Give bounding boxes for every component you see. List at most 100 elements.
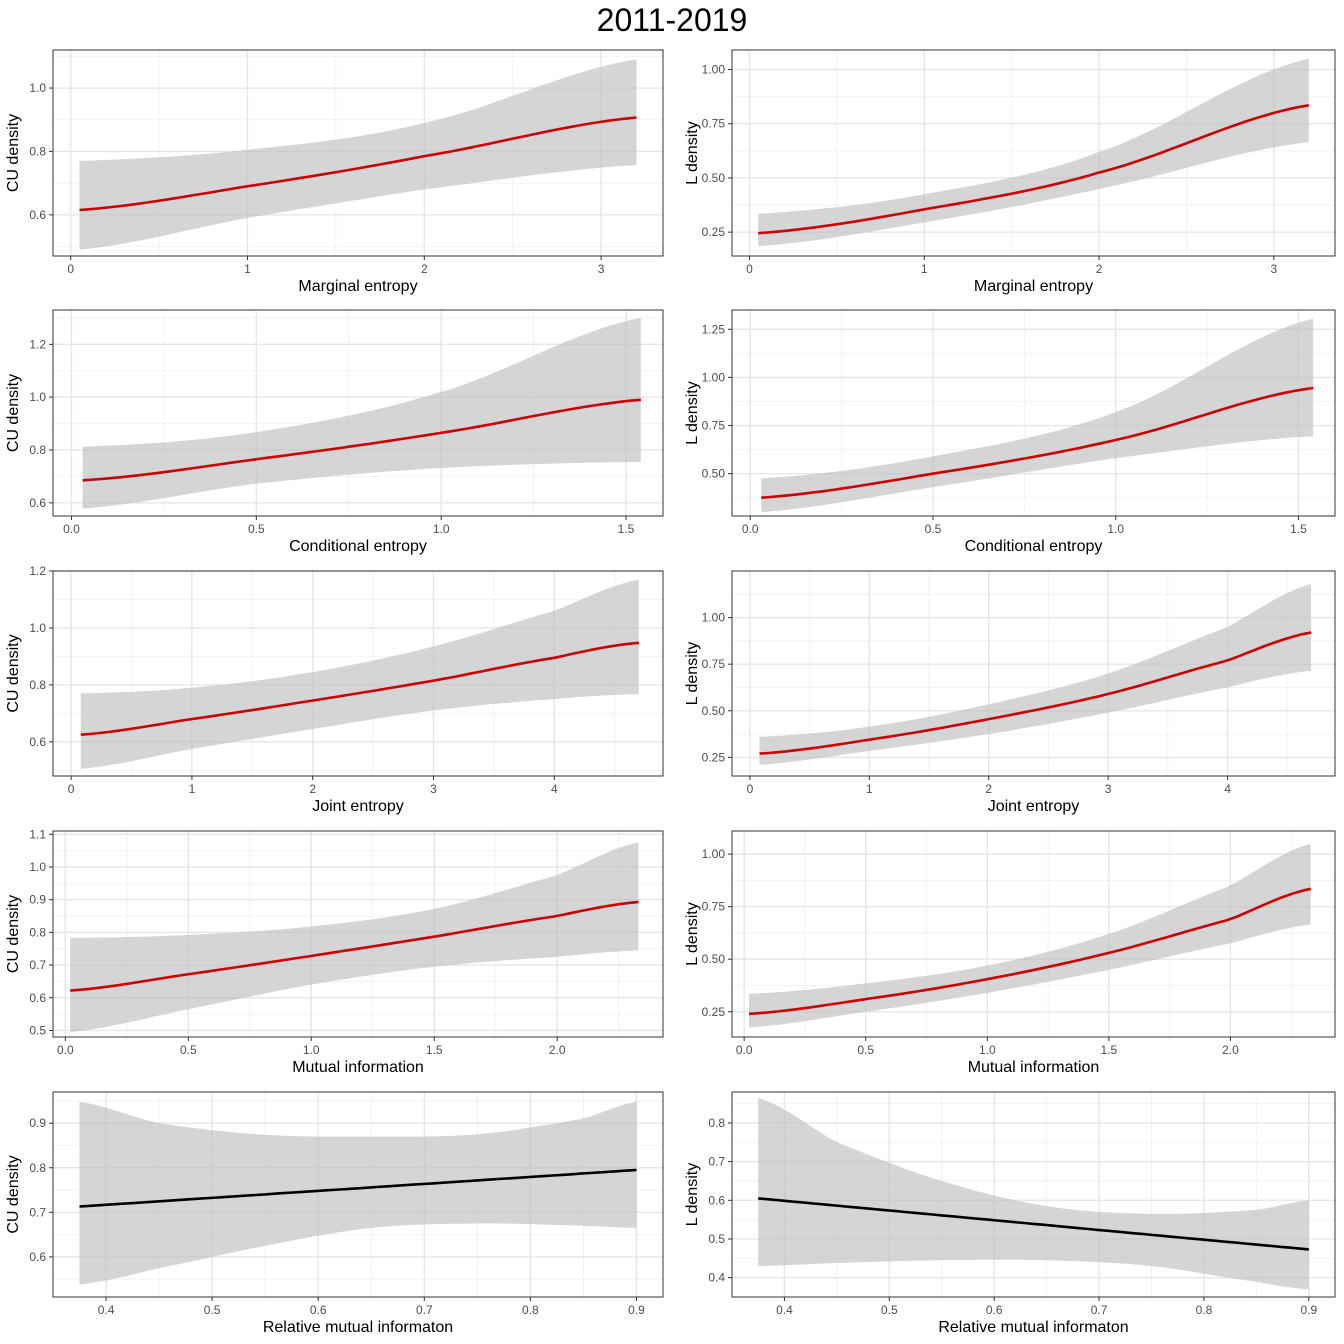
y-tick-label: 0.25 [702, 225, 726, 239]
panel-border [731, 570, 1336, 777]
x-tick-label: 3 [1270, 262, 1277, 276]
x-tick-label: 1.0 [433, 522, 450, 536]
y-tick-label: 0.8 [29, 678, 46, 692]
x-tick-label: 0.9 [1300, 1303, 1317, 1317]
y-tick-label: 1.1 [29, 827, 46, 841]
y-tick-label: 0.6 [29, 208, 46, 222]
y-tick-label: 0.75 [702, 900, 726, 914]
panel-cu-conditional-entropy: 0.0 0.5 1.0 1.5 0.6 0.8 1.0 1.2 Conditional entr… [5, 309, 664, 555]
x-tick-label: 1 [921, 262, 928, 276]
y-tick-label: 0.5 [708, 1232, 725, 1246]
y-tick-label: 0.75 [702, 117, 726, 131]
x-tick-label: 2 [421, 262, 428, 276]
panel-border [52, 1091, 664, 1298]
y-tick-label: 0.7 [29, 958, 46, 972]
fit-line [79, 116, 637, 212]
x-tick-label: 0.0 [742, 522, 759, 536]
panel-border [52, 570, 664, 777]
panel-cu-relative-mutual-information: 0.4 0.5 0.6 0.7 0.8 0.9 0.6 0.7 0.8 0.9 Relative m… [5, 1091, 664, 1336]
x-tick-label: 0.6 [310, 1303, 327, 1317]
y-tick-label: 0.8 [708, 1116, 725, 1130]
y-tick-label: 0.6 [29, 735, 46, 749]
y-axis-title: L density [684, 121, 701, 184]
panel-l-marginal-entropy: 0 1 2 3 0.25 0.50 0.75 1.00 Marginal entropy L de… [684, 49, 1336, 295]
x-tick-label: 2 [309, 782, 316, 796]
y-tick-label: 0.50 [702, 952, 726, 966]
y-tick-label: 1.00 [702, 611, 726, 625]
y-tick-label: 1.2 [29, 564, 46, 578]
panel-l-joint-entropy: 0 1 2 3 4 0.25 0.50 0.75 1.00 Joint entropy L dens… [684, 570, 1336, 815]
x-tick-label: 3 [1105, 782, 1112, 796]
x-tick-label: 0 [68, 782, 75, 796]
x-tick-label: 0.0 [736, 1043, 753, 1057]
y-axis-title: CU density [5, 634, 22, 712]
x-axis-title: Marginal entropy [974, 278, 1093, 295]
x-tick-label: 0.5 [857, 1043, 874, 1057]
x-tick-label: 2 [985, 782, 992, 796]
y-tick-label: 0.75 [702, 657, 726, 671]
panel-l-conditional-entropy: 0.0 0.5 1.0 1.5 0.50 0.75 1.00 1.25 Conditional … [684, 309, 1336, 555]
fit-line [79, 1168, 637, 1208]
confidence-band [79, 59, 637, 250]
panel-border [52, 309, 664, 517]
x-tick-label: 0.5 [881, 1303, 898, 1317]
confidence-band [761, 318, 1314, 513]
panel-border [52, 830, 664, 1038]
x-tick-label: 4 [551, 782, 558, 796]
y-axis-title: L density [684, 902, 701, 965]
x-tick-label: 0 [747, 782, 754, 796]
confidence-band [79, 1101, 637, 1285]
x-axis-title: Conditional entropy [965, 538, 1103, 555]
confidence-band [749, 843, 1311, 1028]
x-tick-label: 0.0 [57, 1043, 74, 1057]
y-axis-title: CU density [5, 374, 22, 452]
y-tick-label: 1.0 [29, 860, 46, 874]
panel-border [52, 49, 664, 257]
x-tick-label: 0.5 [180, 1043, 197, 1057]
fit-line [82, 398, 641, 482]
fit-line [761, 386, 1314, 499]
x-tick-label: 1.0 [1107, 522, 1124, 536]
confidence-band [758, 58, 1309, 247]
x-tick-label: 0 [67, 262, 74, 276]
y-tick-label: 0.8 [29, 925, 46, 939]
x-tick-label: 2 [1096, 262, 1103, 276]
panel-cu-marginal-entropy: 0 1 2 3 0.6 0.8 1.0 Marginal entropy CU density [5, 49, 664, 295]
fit-line [759, 631, 1312, 755]
panel-cu-mutual-information: 0.0 0.5 1.0 1.5 2.0 0.5 0.6 0.7 0.8 0.9 1.0 1.1 Mutu… [5, 827, 664, 1076]
y-tick-label: 0.6 [29, 991, 46, 1005]
x-tick-label: 1 [244, 262, 251, 276]
x-tick-label: 0.9 [628, 1303, 645, 1317]
x-tick-label: 0.8 [522, 1303, 539, 1317]
x-axis-title: Joint entropy [312, 798, 404, 815]
x-tick-label: 1.5 [618, 522, 635, 536]
y-axis-title: CU density [5, 114, 22, 192]
y-axis-title: L density [684, 642, 701, 705]
fit-line [758, 104, 1310, 235]
x-axis-title: Relative mutual informaton [263, 1319, 453, 1336]
x-axis-title: Mutual information [968, 1059, 1100, 1076]
y-tick-label: 0.9 [29, 1116, 46, 1130]
x-tick-label: 3 [430, 782, 437, 796]
panel-border [731, 49, 1336, 257]
x-tick-label: 0 [746, 262, 753, 276]
x-tick-label: 1 [189, 782, 196, 796]
y-tick-label: 0.25 [702, 1005, 726, 1019]
panel-border [731, 1091, 1336, 1298]
x-tick-label: 2.0 [549, 1043, 566, 1057]
x-tick-label: 4 [1224, 782, 1231, 796]
panel-border [731, 830, 1336, 1038]
fit-line [748, 887, 1311, 1016]
y-tick-label: 0.9 [29, 893, 46, 907]
y-tick-label: 0.25 [702, 750, 726, 764]
y-axis-title: CU density [5, 1155, 22, 1233]
panel-cu-joint-entropy: 0 1 2 3 4 0.6 0.8 1.0 1.2 Joint entropy CU density [5, 564, 664, 815]
y-tick-label: 1.00 [702, 370, 726, 384]
x-tick-label: 0.0 [63, 522, 80, 536]
y-tick-label: 0.7 [708, 1155, 725, 1169]
y-tick-label: 0.75 [702, 419, 726, 433]
y-axis-title: CU density [5, 895, 22, 973]
x-tick-label: 1.0 [303, 1043, 320, 1057]
confidence-band [82, 317, 641, 509]
